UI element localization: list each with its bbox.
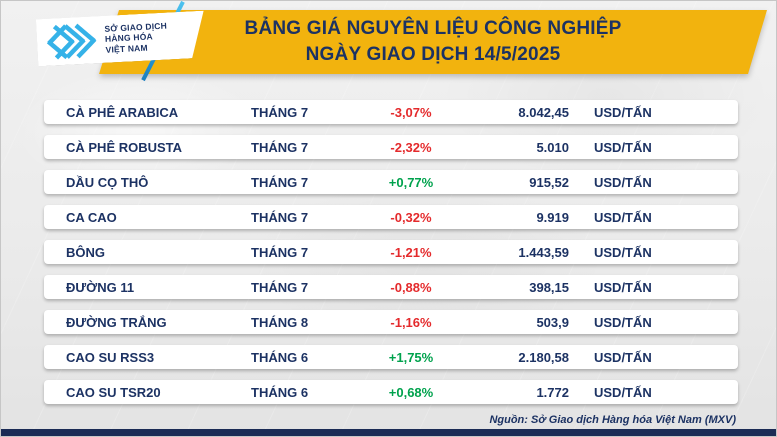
price-unit: USD/TẤN bbox=[594, 349, 652, 365]
price-value: 9.919 bbox=[536, 209, 569, 225]
logo-text-line3: VIỆT NAM bbox=[105, 42, 148, 55]
commodity-name: DẦU CỌ THÔ bbox=[66, 174, 149, 190]
change-percent: +0,68% bbox=[388, 384, 434, 400]
table-row: ĐƯỜNG TRẮNG THÁNG 8 -1,16% 503,9 USD/TẤN bbox=[44, 310, 738, 334]
table-row: DẦU CỌ THÔ THÁNG 7 +0,77% 915,52 USD/TẤN bbox=[44, 170, 738, 194]
table-row: CA CAO THÁNG 7 -0,32% 9.919 USD/TẤN bbox=[44, 205, 738, 229]
table-row: CÀ PHÊ ARABICA THÁNG 7 -3,07% 8.042,45 U… bbox=[44, 100, 738, 124]
table-row: CAO SU RSS3 THÁNG 6 +1,75% 2.180,58 USD/… bbox=[44, 345, 738, 369]
price-table: CÀ PHÊ ARABICA THÁNG 7 -3,07% 8.042,45 U… bbox=[44, 100, 738, 415]
price-unit: USD/TẤN bbox=[594, 209, 652, 225]
price-value: 915,52 bbox=[529, 174, 569, 190]
contract-month: THÁNG 7 bbox=[251, 244, 309, 260]
mxv-logo-icon bbox=[44, 21, 100, 62]
change-percent: -0,88% bbox=[390, 279, 432, 295]
contract-month: THÁNG 6 bbox=[251, 384, 309, 400]
price-unit: USD/TẤN bbox=[594, 174, 652, 190]
table-row: ĐƯỜNG 11 THÁNG 7 -0,88% 398,15 USD/TẤN bbox=[44, 275, 738, 299]
commodity-name: ĐƯỜNG 11 bbox=[66, 279, 135, 295]
price-unit: USD/TẤN bbox=[594, 279, 652, 295]
price-unit: USD/TẤN bbox=[594, 104, 652, 120]
change-percent: -3,07% bbox=[390, 104, 432, 120]
change-percent: -2,32% bbox=[390, 139, 432, 155]
price-unit: USD/TẤN bbox=[594, 139, 652, 155]
commodity-name: CAO SU RSS3 bbox=[66, 349, 155, 365]
contract-month: THÁNG 8 bbox=[251, 314, 309, 330]
commodity-name: ĐƯỜNG TRẮNG bbox=[66, 314, 167, 330]
bottom-bar bbox=[1, 429, 776, 436]
price-value: 1.772 bbox=[536, 384, 569, 400]
mxv-logo-text: SỞ GIAO DỊCH HÀNG HÓA VIỆT NAM bbox=[104, 20, 168, 55]
contract-month: THÁNG 7 bbox=[251, 279, 309, 295]
contract-month: THÁNG 7 bbox=[251, 209, 309, 225]
price-unit: USD/TẤN bbox=[594, 314, 652, 330]
source-note: Nguồn: Sở Giao dịch Hàng hóa Việt Nam (M… bbox=[489, 414, 736, 426]
page-title-line2: NGÀY GIAO DỊCH 14/5/2025 bbox=[305, 44, 561, 65]
table-row: CÀ PHÊ ROBUSTA THÁNG 7 -2,32% 5.010 USD/… bbox=[44, 135, 738, 159]
commodity-name: BÔNG bbox=[66, 244, 105, 260]
mxv-logo-card: SỞ GIAO DỊCH HÀNG HÓA VIỆT NAM bbox=[36, 11, 206, 67]
price-value: 2.180,58 bbox=[518, 349, 569, 365]
change-percent: +1,75% bbox=[388, 349, 434, 365]
change-percent: -1,21% bbox=[390, 244, 432, 260]
price-value: 503,9 bbox=[536, 314, 569, 330]
page-title-line1: BẢNG GIÁ NGUYÊN LIỆU CÔNG NGHIỆP bbox=[244, 18, 622, 39]
price-value: 398,15 bbox=[529, 279, 569, 295]
price-value: 5.010 bbox=[536, 139, 569, 155]
change-percent: -0,32% bbox=[390, 209, 432, 225]
price-value: 8.042,45 bbox=[518, 104, 569, 120]
price-unit: USD/TẤN bbox=[594, 244, 652, 260]
change-percent: -1,16% bbox=[390, 314, 432, 330]
contract-month: THÁNG 7 bbox=[251, 104, 309, 120]
page-title: BẢNG GIÁ NGUYÊN LIỆU CÔNG NGHIỆP NGÀY GI… bbox=[99, 10, 767, 74]
table-row: CAO SU TSR20 THÁNG 6 +0,68% 1.772 USD/TẤ… bbox=[44, 380, 738, 404]
contract-month: THÁNG 7 bbox=[251, 174, 309, 190]
contract-month: THÁNG 6 bbox=[251, 349, 309, 365]
commodity-name: CAO SU TSR20 bbox=[66, 384, 161, 400]
commodity-name: CÀ PHÊ ARABICA bbox=[66, 104, 179, 120]
change-percent: +0,77% bbox=[388, 174, 434, 190]
commodity-name: CÀ PHÊ ROBUSTA bbox=[66, 139, 183, 155]
table-row: BÔNG THÁNG 7 -1,21% 1.443,59 USD/TẤN bbox=[44, 240, 738, 264]
contract-month: THÁNG 7 bbox=[251, 139, 309, 155]
commodity-name: CA CAO bbox=[66, 209, 117, 225]
header-banner: BẢNG GIÁ NGUYÊN LIỆU CÔNG NGHIỆP NGÀY GI… bbox=[1, 1, 777, 91]
price-value: 1.443,59 bbox=[518, 244, 569, 260]
price-unit: USD/TẤN bbox=[594, 384, 652, 400]
